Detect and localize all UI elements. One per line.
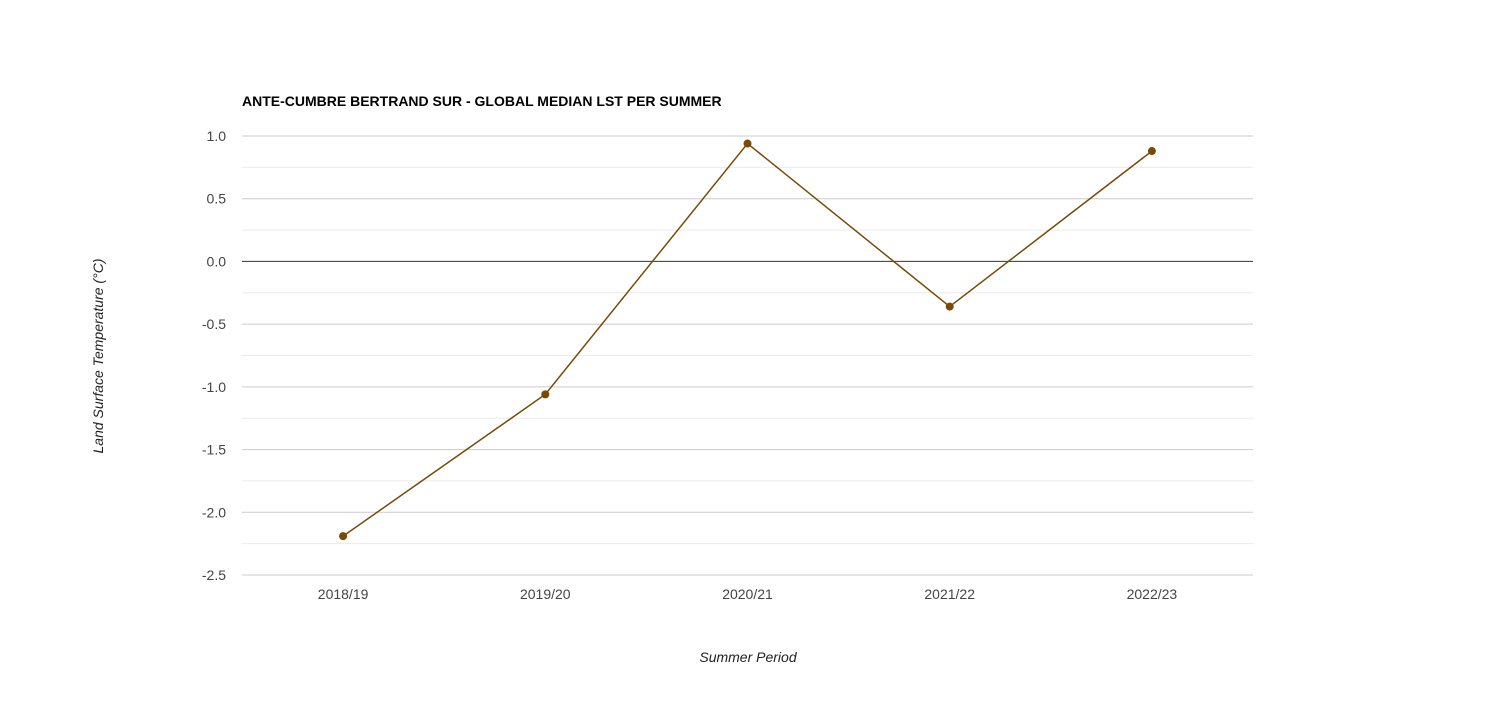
x-axis-title: Summer Period [699, 649, 797, 665]
chart-title: ANTE-CUMBRE BERTRAND SUR - GLOBAL MEDIAN… [242, 93, 722, 109]
y-tick-label: -2.0 [202, 504, 226, 520]
y-axis-title: Land Surface Temperature (°C) [90, 259, 106, 454]
y-tick-label: 1.0 [207, 128, 227, 144]
data-point[interactable] [339, 532, 348, 541]
y-tick-label: 0.5 [207, 191, 227, 207]
data-point[interactable] [743, 139, 752, 148]
y-tick-label: -1.0 [202, 379, 226, 395]
x-tick-label: 2020/21 [722, 586, 773, 602]
y-tick-label: 0.0 [207, 253, 227, 269]
y-tick-label: -1.5 [202, 442, 226, 458]
y-tick-label: -0.5 [202, 316, 226, 332]
series-line [342, 142, 1153, 537]
y-tick-label: -2.5 [202, 567, 226, 583]
x-tick-label: 2022/23 [1127, 586, 1178, 602]
x-tick-label: 2021/22 [924, 586, 975, 602]
x-axis-ticks: 2018/19 2019/20 2020/21 2021/22 2022/23 [318, 586, 1178, 602]
grid-lines [242, 135, 1253, 576]
x-tick-label: 2019/20 [520, 586, 571, 602]
data-point[interactable] [541, 390, 550, 399]
x-tick-label: 2018/19 [318, 586, 369, 602]
series-layer [339, 139, 1156, 541]
data-point[interactable] [1147, 147, 1156, 156]
data-point[interactable] [945, 302, 954, 311]
y-axis-ticks: 1.0 0.5 0.0 -0.5 -1.0 -1.5 -2.0 -2.5 [202, 128, 226, 583]
